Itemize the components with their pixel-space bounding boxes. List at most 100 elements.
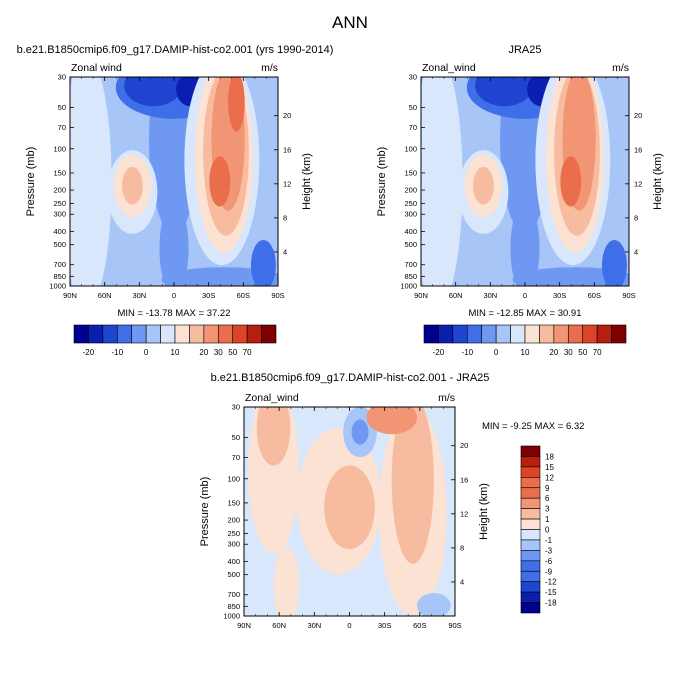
y-tick-label: 30 (58, 73, 66, 82)
contour-strat-neg-core (351, 419, 369, 445)
y-tick-label: 30 (232, 403, 240, 412)
colorbar-swatch (495, 324, 511, 344)
x-tick-label: 30N (307, 621, 321, 630)
y-right-tick-label: 20 (460, 441, 468, 450)
colorbar-swatch (520, 539, 541, 551)
colorbar-swatch (232, 324, 248, 344)
y-tick-label: 100 (53, 144, 66, 153)
x-tick-label: 30S (378, 621, 391, 630)
colorbar-label: 20 (549, 348, 558, 357)
y-right-axis-title: Height (km) (478, 483, 490, 540)
x-tick-label: 0 (347, 621, 351, 630)
contour-nh-jet-core (473, 166, 494, 205)
y-tick-label: 850 (53, 272, 66, 281)
colorbar-swatch (520, 477, 541, 489)
y-tick-label: 70 (232, 453, 240, 462)
y-tick-label: 200 (53, 186, 66, 195)
y-tick-label: 50 (409, 103, 417, 112)
panels: b.e21.B1850cmip6.f09_g17.DAMIP-hist-co2.… (17, 44, 664, 630)
y-right-tick-label: 12 (634, 179, 642, 188)
x-tick-label: 90S (271, 291, 284, 300)
colorbar-label: -6 (545, 557, 553, 566)
x-tick-label: 60S (237, 291, 250, 300)
y-tick-label: 400 (227, 557, 240, 566)
colorbar-swatch (174, 324, 190, 344)
colorbar-swatch (88, 324, 104, 344)
min-max-label: MIN = -12.85 MAX = 30.91 (468, 308, 581, 319)
colorbar-label: 50 (578, 348, 587, 357)
contour-sh-polar-core (228, 77, 245, 132)
panel-title: JRA25 (508, 44, 541, 56)
x-tick-label: 90N (414, 291, 428, 300)
colorbar-label: -20 (433, 348, 445, 357)
contour-top-core (475, 77, 534, 107)
colorbar-swatch (520, 456, 541, 468)
y-right-tick-label: 12 (283, 179, 291, 188)
min-max-label: MIN = -9.25 MAX = 6.32 (482, 421, 584, 432)
colorbar-swatch (553, 324, 569, 344)
chart-panel-3: b.e21.B1850cmip6.f09_g17.DAMIP-hist-co2.… (199, 372, 584, 630)
colorbar-label: 12 (545, 473, 554, 482)
y-right-tick-label: 4 (460, 577, 464, 586)
units-label: m/s (261, 62, 278, 74)
y-right-tick-label: 16 (460, 475, 468, 484)
contour-field (70, 77, 278, 286)
x-tick-label: 0 (172, 291, 176, 300)
contour-sh-sfc (417, 593, 451, 616)
panel-title: b.e21.B1850cmip6.f09_g17.DAMIP-hist-co2.… (211, 372, 490, 384)
y-tick-label: 100 (227, 474, 240, 483)
colorbar-swatch (203, 324, 219, 344)
contour-top-core (124, 77, 183, 107)
colorbar-label: 70 (243, 348, 252, 357)
variable-label: Zonal_wind (245, 392, 299, 404)
contour-nh-pole (70, 77, 112, 286)
colorbar-swatch (246, 324, 262, 344)
x-tick-label: 90N (237, 621, 251, 630)
colorbar-swatch (131, 324, 147, 344)
colorbar-swatch (520, 581, 541, 593)
colorbar-label: -3 (545, 546, 553, 555)
contour-equator-low (159, 202, 189, 286)
y-tick-label: 150 (227, 498, 240, 507)
colorbar-swatch (539, 324, 555, 344)
contour-sh-sfc (250, 240, 276, 286)
colorbar-label: -12 (545, 578, 557, 587)
y-tick-label: 1000 (223, 612, 240, 621)
colorbar-label: 15 (545, 463, 554, 472)
variable-label: Zonal wind (71, 62, 122, 74)
colorbar-swatch (423, 324, 439, 344)
colorbar-swatch (520, 570, 541, 582)
y-tick-label: 70 (58, 123, 66, 132)
x-tick-label: 60N (449, 291, 463, 300)
colorbar-swatch (520, 591, 541, 603)
colorbar-swatch (481, 324, 497, 344)
y-tick-label: 150 (53, 168, 66, 177)
y-tick-label: 850 (227, 602, 240, 611)
colorbar-label: 0 (545, 526, 550, 535)
colorbar-label: 18 (545, 452, 554, 461)
colorbar-label: 70 (593, 348, 602, 357)
y-tick-label: 700 (53, 260, 66, 269)
x-tick-label: 30N (483, 291, 497, 300)
y-tick-label: 700 (227, 590, 240, 599)
x-tick-label: 90S (622, 291, 635, 300)
contour-sfc (161, 267, 278, 286)
colorbar-label: -10 (462, 348, 474, 357)
y-right-axis-title: Height (km) (652, 153, 664, 210)
y-tick-label: 150 (404, 168, 417, 177)
colorbar-label: -1 (545, 536, 553, 545)
colorbar-label: 20 (199, 348, 208, 357)
y-tick-label: 30 (409, 73, 417, 82)
colorbar-label: -18 (545, 599, 557, 608)
contour-nh-pole (421, 77, 463, 286)
colorbar-swatch (102, 324, 118, 344)
contour-equator-low (510, 202, 540, 286)
figure-title: ANN (332, 13, 368, 32)
colorbar-label: 3 (545, 505, 550, 514)
colorbar-swatch (466, 324, 483, 344)
colorbar-swatch (567, 324, 584, 344)
chart-panel-2: JRA25 Zonal_wind m/s 90N 60N 30N 0 30S 60S 90S 30 5… (376, 44, 664, 357)
colorbar-swatch (145, 324, 161, 344)
colorbar-swatch (116, 324, 133, 344)
